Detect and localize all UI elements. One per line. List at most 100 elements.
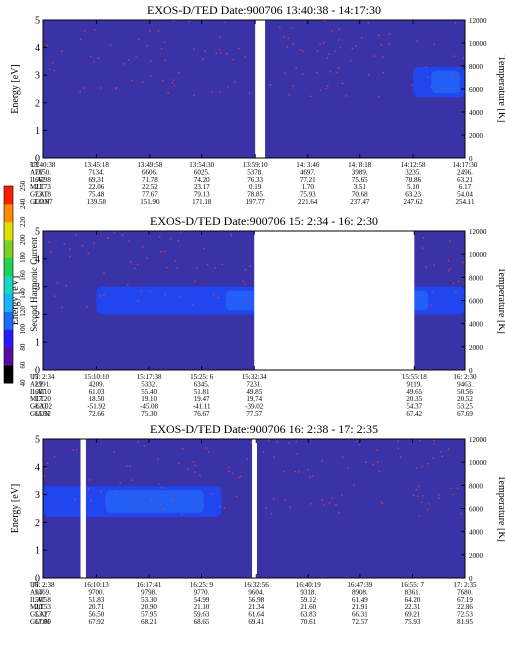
row-label: GLAT xyxy=(30,191,49,199)
speckle xyxy=(50,251,52,253)
table-cell: 53.27 xyxy=(35,611,51,619)
speckle xyxy=(178,462,180,465)
speckle xyxy=(447,448,450,450)
speckle xyxy=(150,498,152,501)
table-cell: 15:32:34 xyxy=(242,373,267,381)
table-cell: 6025. xyxy=(194,168,210,176)
table-cell: 3989. xyxy=(352,168,368,176)
speckle xyxy=(74,498,76,500)
speckle xyxy=(205,447,207,449)
table-cell: 49.65 xyxy=(406,388,422,396)
y-tick-label: 1 xyxy=(35,338,40,349)
speckle xyxy=(179,296,181,298)
table-cell: 61.64 xyxy=(248,611,264,619)
table-cell: 8908. xyxy=(352,588,368,596)
speckle xyxy=(427,76,429,78)
speckle xyxy=(284,72,286,74)
table-cell: 247.62 xyxy=(403,198,423,206)
speckle xyxy=(338,512,340,514)
table-cell: 9700. xyxy=(89,588,105,596)
table-cell: 16: 2:30 xyxy=(453,373,477,381)
colorbar-segment xyxy=(4,293,13,312)
table-cell: 66.98 xyxy=(35,176,51,184)
speckle xyxy=(460,512,462,515)
speckle xyxy=(115,87,118,89)
speckle xyxy=(218,48,220,51)
table-cell: 15:55:18 xyxy=(402,373,427,381)
speckle xyxy=(49,68,51,70)
speckle xyxy=(273,456,275,458)
speckle xyxy=(224,21,227,24)
speckle xyxy=(61,50,63,52)
table-cell: 64.20 xyxy=(405,596,421,604)
speckle xyxy=(79,90,81,93)
row-label: MLT xyxy=(30,395,45,403)
speckle xyxy=(430,86,433,88)
table-cell: 68.10 xyxy=(35,388,51,396)
speckle xyxy=(137,441,139,443)
table-cell: 20.71 xyxy=(89,603,105,611)
colorbar-label: Second Harmonic Current xyxy=(29,237,39,332)
speckle xyxy=(338,28,340,30)
table-cell: 9469. xyxy=(35,588,51,596)
speckle xyxy=(353,484,355,486)
table-cell: 6345. xyxy=(194,380,210,388)
speckle xyxy=(172,79,175,81)
table-cell: 63.21 xyxy=(457,176,473,184)
speckle xyxy=(457,280,460,282)
speckle xyxy=(130,261,132,263)
speckle xyxy=(115,88,117,90)
speckle xyxy=(48,241,50,243)
speckle xyxy=(323,504,326,506)
table-cell: 16:32:56 xyxy=(244,581,269,589)
row-label: GLON xyxy=(30,198,49,206)
table-cell: 3235. xyxy=(405,168,421,176)
speckle xyxy=(223,507,226,509)
table-cell: 19.47 xyxy=(194,395,210,403)
speckle xyxy=(231,472,234,474)
table-cell: 21.91 xyxy=(352,603,368,611)
speckle xyxy=(123,63,125,65)
table-cell: 72.57 xyxy=(352,618,368,626)
row-label: GLAT xyxy=(30,403,49,411)
panel-3: EXOS-D/TED Date:900706 16: 2:38 - 17: 2:… xyxy=(10,422,505,626)
panel-2: EXOS-D/TED Date:900706 15: 2:34 - 16: 2:… xyxy=(10,214,505,418)
speckle xyxy=(329,71,332,73)
speckle xyxy=(339,46,341,49)
table-cell: 254.11 xyxy=(456,198,475,206)
speckle xyxy=(457,487,459,490)
y-tick-label: 1 xyxy=(35,126,40,137)
table-cell: 20.53 xyxy=(35,603,51,611)
table-cell: 23.17 xyxy=(194,183,210,191)
speckle xyxy=(193,48,195,50)
y-axis-label: Energy [eV] xyxy=(10,64,21,114)
speckle xyxy=(188,20,190,22)
speckle xyxy=(178,72,180,74)
speckle xyxy=(227,86,229,88)
table-cell: 67.69 xyxy=(457,410,473,418)
speckle xyxy=(149,30,151,32)
speckle xyxy=(173,85,176,87)
table-cell: 16:40:19 xyxy=(296,581,321,589)
table-cell: 7231. xyxy=(246,380,262,388)
speckle xyxy=(69,255,71,258)
table-cell: 13:45:18 xyxy=(84,161,109,169)
speckle xyxy=(419,439,421,442)
speckle xyxy=(422,495,424,497)
speckle xyxy=(150,60,152,62)
speckle xyxy=(181,448,184,450)
speckle xyxy=(203,247,205,250)
speckle xyxy=(43,475,46,477)
table-cell: 49.85 xyxy=(246,388,262,396)
speckle xyxy=(180,231,182,233)
table-cell: 68.65 xyxy=(194,618,210,626)
y-tick-label: 0 xyxy=(35,574,40,585)
colorbar-tick-label: 60 xyxy=(19,361,27,369)
speckle xyxy=(365,461,367,463)
speckle xyxy=(327,85,329,87)
speckle xyxy=(382,72,384,74)
speckle xyxy=(421,466,423,468)
speckle xyxy=(455,291,457,293)
